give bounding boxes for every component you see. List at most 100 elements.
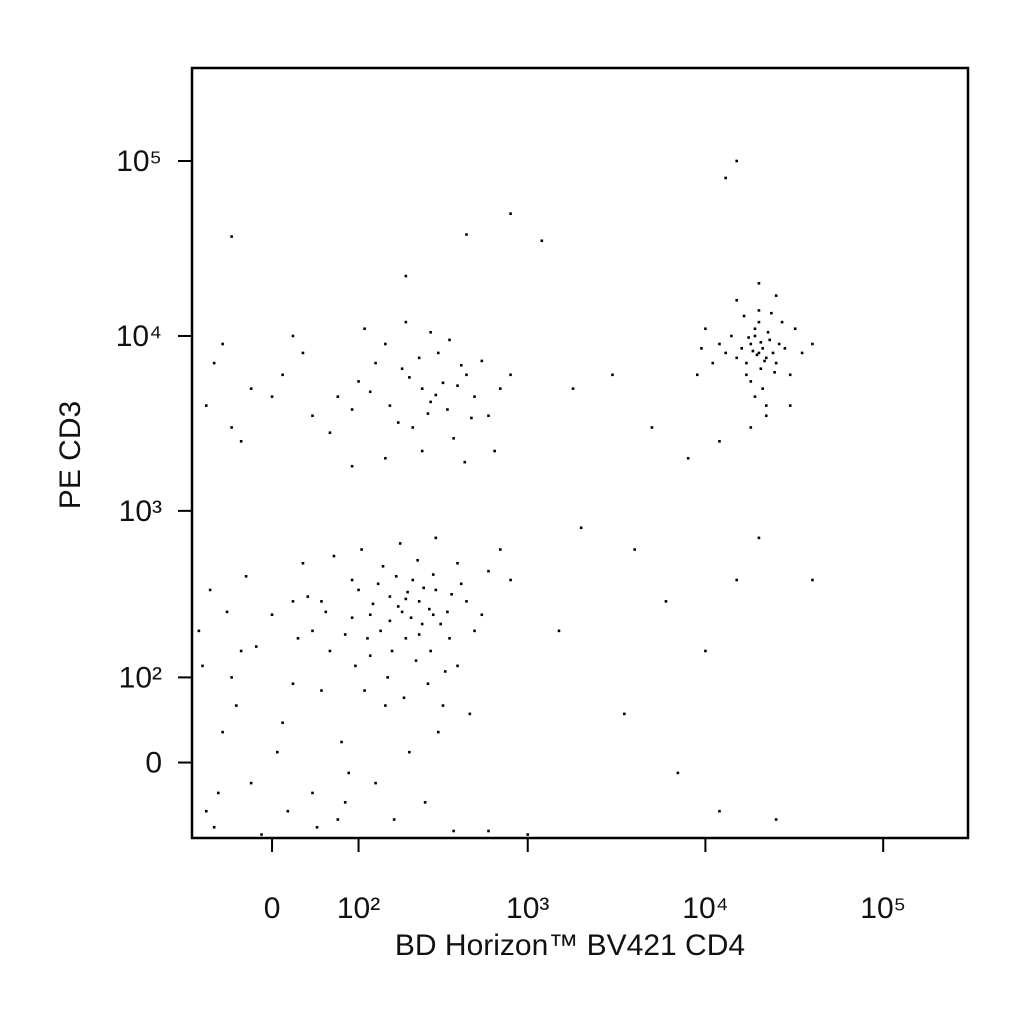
dot: [487, 829, 490, 833]
dot: [747, 336, 750, 339]
dot: [350, 616, 354, 620]
dot: [235, 704, 238, 707]
y-tick-label: 10²: [119, 661, 162, 694]
dot: [509, 373, 512, 377]
dot: [324, 610, 328, 614]
x-tick-label: 10⁴: [682, 892, 728, 925]
dot: [757, 309, 761, 312]
dot: [197, 629, 201, 633]
dot: [463, 460, 467, 464]
dot: [225, 610, 229, 614]
dot: [414, 659, 418, 662]
y-tick-label: 0: [145, 747, 162, 780]
dot: [763, 359, 766, 363]
dot: [448, 637, 451, 640]
dot: [724, 351, 727, 355]
dot: [291, 682, 295, 686]
dot: [350, 464, 354, 468]
dot: [230, 235, 233, 238]
dot: [749, 380, 753, 383]
dot: [735, 578, 739, 582]
dot: [761, 387, 764, 390]
dot: [212, 361, 216, 365]
dot: [404, 320, 408, 324]
dot: [441, 704, 445, 707]
dot: [320, 600, 323, 603]
dot: [434, 536, 438, 540]
dot: [420, 449, 424, 453]
dot: [751, 349, 755, 353]
dot: [735, 356, 739, 360]
dot: [499, 387, 502, 390]
dot: [374, 361, 377, 365]
dot: [773, 371, 776, 374]
dot: [700, 347, 703, 350]
dot: [315, 825, 319, 829]
dot: [633, 548, 636, 551]
dot: [336, 395, 340, 398]
dot: [396, 605, 400, 608]
dot: [459, 582, 463, 586]
dot: [459, 363, 463, 367]
dot: [386, 676, 389, 679]
dot: [434, 393, 438, 397]
dot: [328, 649, 332, 653]
dot: [379, 629, 382, 633]
dot: [363, 327, 366, 331]
dot: [757, 320, 761, 324]
dot: [296, 637, 300, 640]
dot: [761, 347, 764, 350]
dot: [406, 590, 409, 594]
dot: [320, 689, 323, 692]
dot: [788, 404, 792, 407]
dot: [276, 750, 279, 754]
dot: [429, 400, 432, 404]
dot: [402, 696, 406, 700]
dot: [718, 440, 721, 443]
dot: [212, 825, 216, 829]
dot: [695, 373, 699, 377]
dot: [704, 327, 707, 331]
dot: [718, 809, 721, 813]
dot: [388, 619, 392, 623]
dot: [755, 353, 759, 357]
dot: [388, 404, 392, 407]
y-axis-title: PE CD3: [54, 401, 87, 509]
dot: [774, 294, 778, 297]
dot: [350, 578, 354, 582]
dot: [376, 582, 380, 586]
dot: [417, 633, 421, 636]
dot: [357, 588, 360, 592]
dot: [244, 575, 248, 578]
dot: [446, 408, 449, 411]
dot: [759, 367, 763, 371]
dot: [456, 664, 459, 668]
dot: [718, 342, 721, 346]
dot: [291, 600, 295, 603]
dot: [571, 387, 575, 390]
dot: [388, 595, 392, 598]
dot: [230, 426, 233, 429]
dot: [328, 431, 332, 435]
dot: [371, 602, 375, 606]
dot: [217, 791, 220, 795]
dot: [434, 588, 438, 592]
x-axis-title: BD Horizon™ BV421 CD4: [395, 929, 745, 962]
dot: [774, 361, 778, 365]
dot: [774, 818, 778, 821]
dot: [757, 536, 761, 540]
dot: [404, 637, 408, 640]
dot: [759, 341, 763, 344]
dot: [398, 542, 402, 545]
dot: [436, 351, 440, 355]
dot: [340, 740, 343, 744]
y-tick-label: 10³: [119, 495, 162, 528]
dot: [390, 649, 394, 653]
dot: [757, 282, 761, 285]
dot: [431, 573, 435, 576]
dot: [753, 395, 757, 398]
dot: [343, 801, 347, 804]
